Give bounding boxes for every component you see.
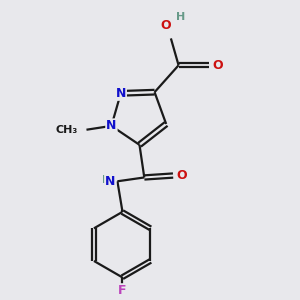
Text: N: N <box>116 87 126 100</box>
Text: O: O <box>213 59 223 72</box>
Text: N: N <box>106 119 117 132</box>
Text: CH₃: CH₃ <box>56 125 78 135</box>
Text: F: F <box>118 284 127 297</box>
Text: O: O <box>176 169 187 182</box>
Text: H: H <box>102 175 112 185</box>
Text: O: O <box>161 20 171 32</box>
Text: N: N <box>105 175 116 188</box>
Text: H: H <box>176 12 185 22</box>
